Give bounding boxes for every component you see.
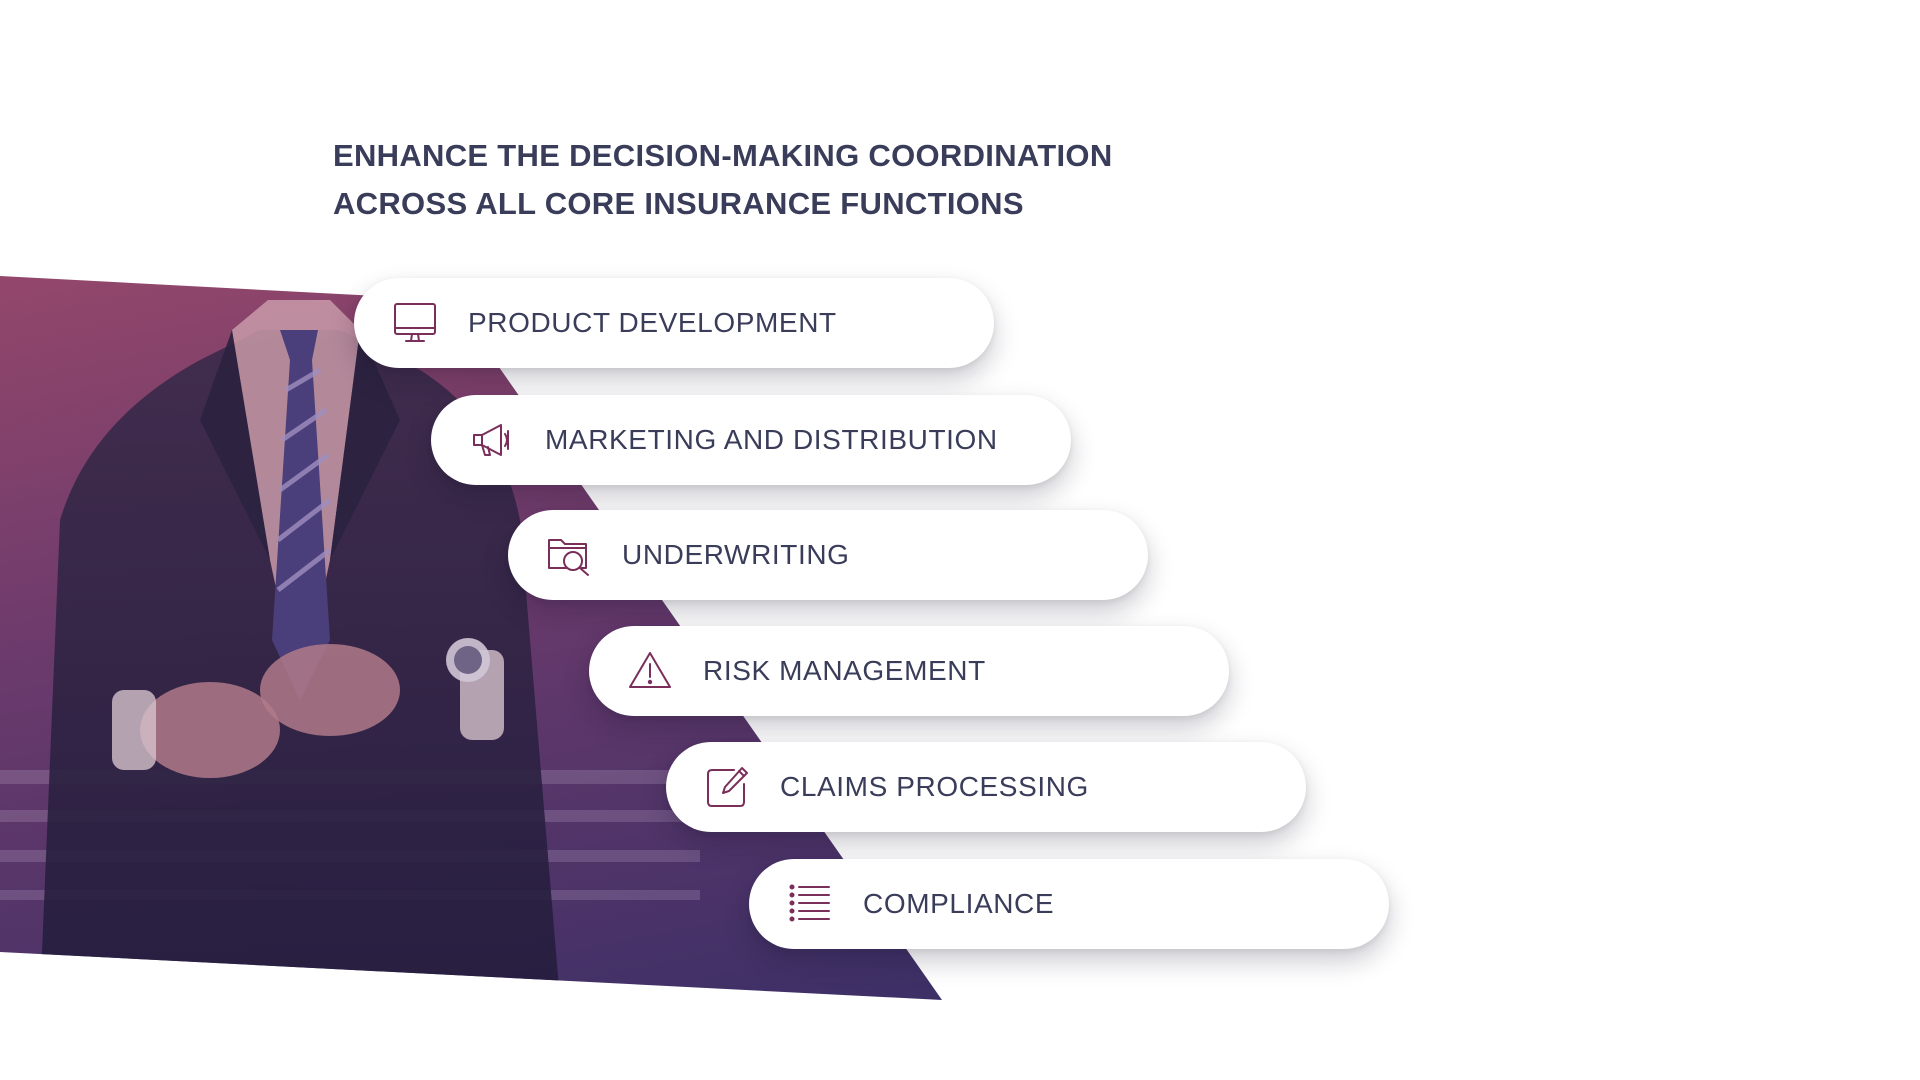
list-icon: [787, 881, 833, 927]
function-product-development[interactable]: PRODUCT DEVELOPMENT: [354, 278, 994, 368]
function-claims-processing[interactable]: CLAIMS PROCESSING: [666, 742, 1306, 832]
megaphone-icon: [469, 417, 515, 463]
monitor-icon: [392, 300, 438, 346]
headline: ENHANCE THE DECISION-MAKING COORDINATION…: [333, 132, 1233, 228]
warning-icon: [627, 648, 673, 694]
function-risk-management[interactable]: RISK MANAGEMENT: [589, 626, 1229, 716]
headline-line-2: ACROSS ALL CORE INSURANCE FUNCTIONS: [333, 186, 1024, 221]
function-label: CLAIMS PROCESSING: [780, 771, 1089, 802]
function-underwriting[interactable]: UNDERWRITING: [508, 510, 1148, 600]
folder-search-icon: [546, 532, 592, 578]
function-label: PRODUCT DEVELOPMENT: [468, 307, 837, 338]
function-marketing-and-distribution[interactable]: MARKETING AND DISTRIBUTION: [431, 395, 1071, 485]
function-label: COMPLIANCE: [863, 888, 1055, 919]
headline-line-1: ENHANCE THE DECISION-MAKING COORDINATION: [333, 138, 1113, 173]
function-label: MARKETING AND DISTRIBUTION: [545, 424, 998, 455]
function-compliance[interactable]: COMPLIANCE: [749, 859, 1389, 949]
function-label: UNDERWRITING: [622, 539, 850, 570]
edit-document-icon: [704, 764, 750, 810]
function-label: RISK MANAGEMENT: [703, 655, 986, 686]
